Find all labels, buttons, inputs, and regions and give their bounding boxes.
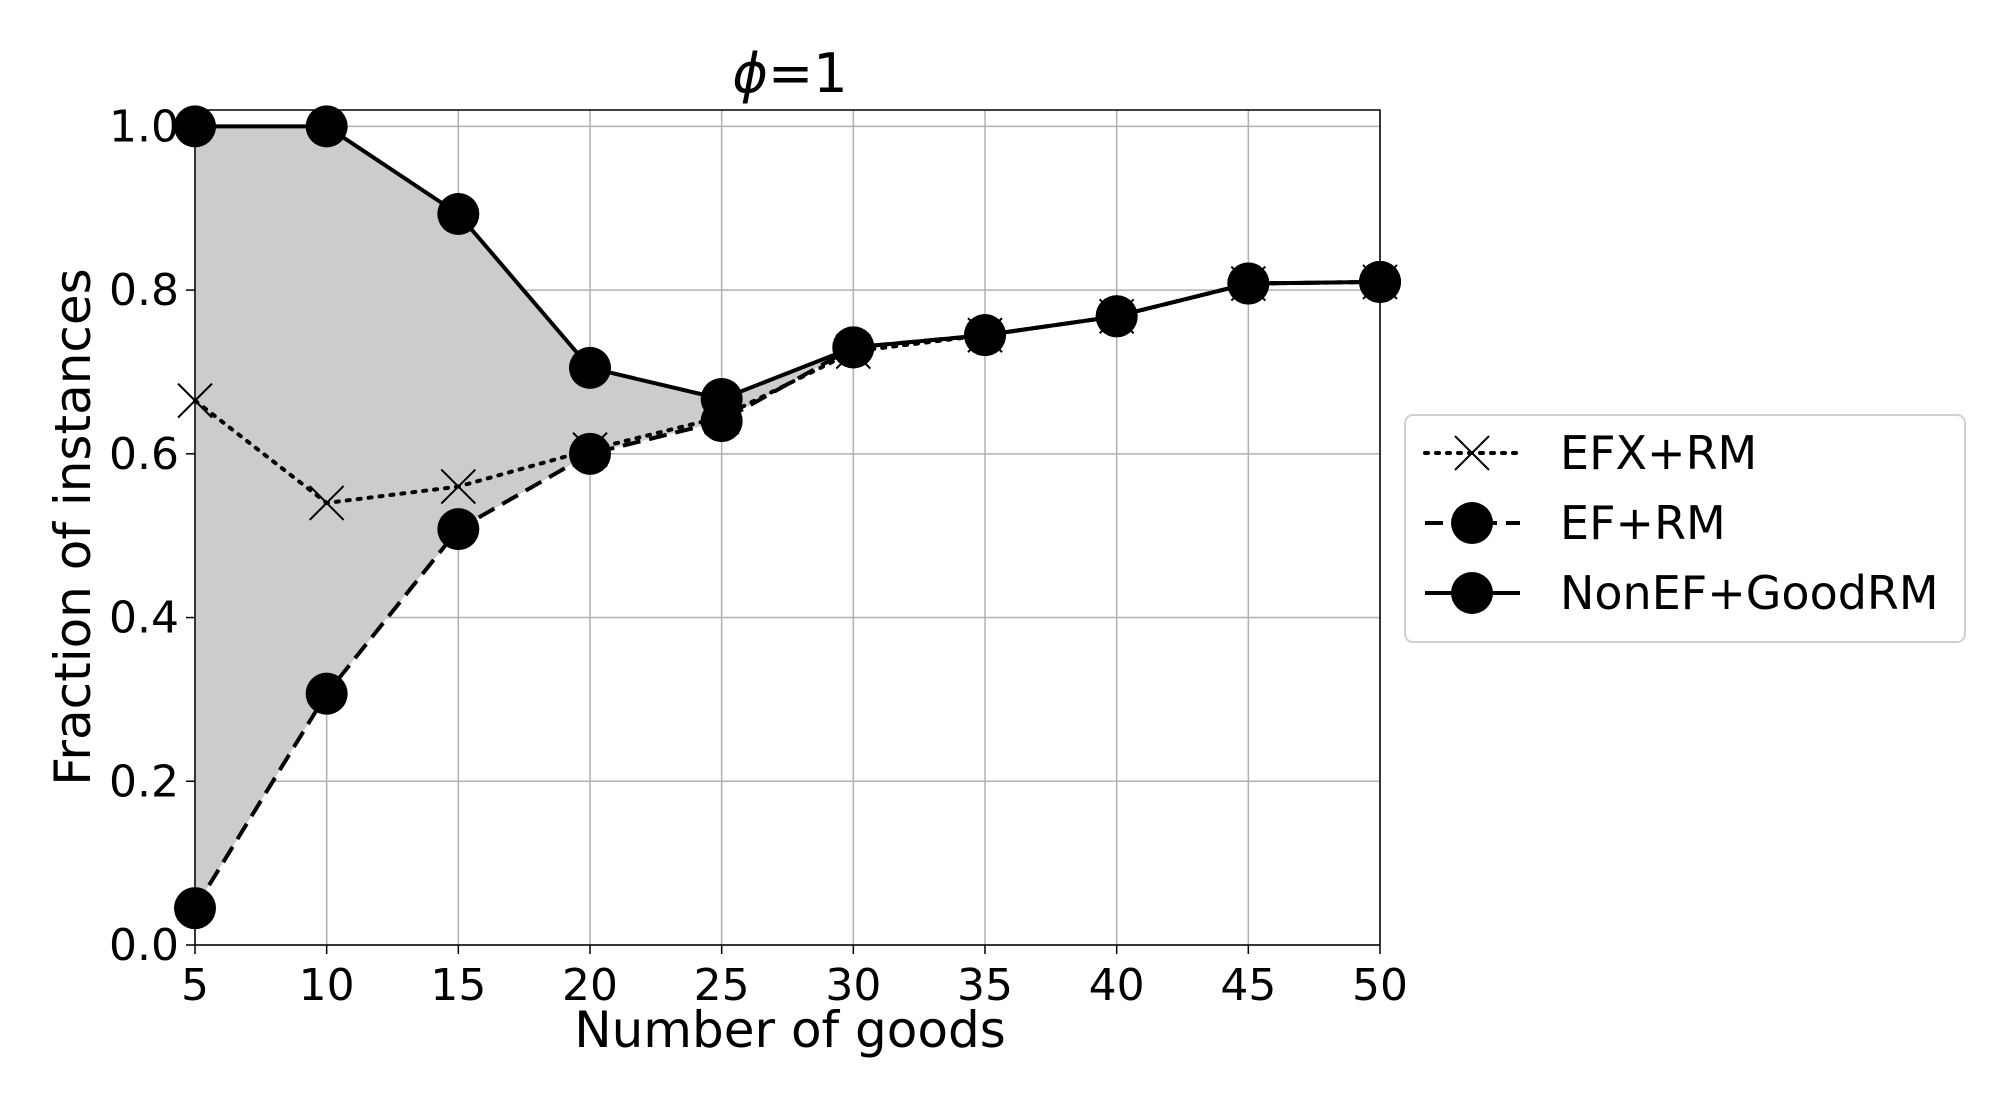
title-symbol: ϕ [732, 42, 768, 105]
y-tick-label: 0.2 [109, 756, 179, 807]
marker-nonef-goodrm [1095, 295, 1138, 338]
legend-label: EF+RM [1560, 496, 1726, 550]
marker-ef-rm [305, 672, 348, 715]
y-tick-label: 0.8 [109, 265, 179, 316]
plot-frame [194, 109, 1381, 946]
x-tick-label: 20 [562, 960, 618, 1011]
marker-efx-rm [308, 485, 345, 521]
y-tick-label: 0.4 [109, 593, 179, 644]
x-tick-label: 25 [694, 960, 750, 1011]
legend-label: EFX+RM [1560, 426, 1757, 480]
shaded-region [195, 126, 1380, 909]
x-tick-label: 45 [1220, 960, 1276, 1011]
marker-ef-rm [569, 432, 611, 475]
legend-marker [1451, 572, 1493, 614]
legend-label: NonEF+GoodRM [1560, 566, 1939, 620]
y-tick-label: 0.6 [109, 429, 179, 480]
legend-marker [1451, 502, 1493, 544]
marker-nonef-goodrm [437, 192, 480, 235]
x-axis-title: Number of goods [574, 1001, 1006, 1059]
x-tick-label: 40 [1089, 960, 1145, 1011]
tick-labels: 5 10 15 20 25 30 35 40 45 50 0.0 0.2 0.4 0.6 0.8 1.0 [109, 101, 1408, 1011]
legend-item-ef-rm: EF+RM [1425, 496, 1726, 550]
x-tick-label: 5 [181, 960, 209, 1011]
x-tick-label: 35 [957, 960, 1013, 1011]
legend: EFX+RM EF+RM NonEF+GoodRM [1404, 414, 1966, 643]
series-line-ef-rm [193, 279, 1381, 910]
marker-efx-rm [440, 468, 477, 505]
series-lines [193, 124, 1382, 910]
legend-item-efx-rm: EFX+RM [1423, 426, 1757, 480]
marker-nonef-goodrm [964, 314, 1006, 357]
x-tick-label: 50 [1352, 960, 1408, 1011]
ticks [186, 125, 1381, 954]
marker-nonef-goodrm [700, 377, 743, 420]
y-tick-label: 0.0 [109, 920, 179, 971]
title-value: =1 [768, 42, 848, 105]
legend-item-nonef-goodrm: NonEF+GoodRM [1425, 566, 1939, 620]
chart-title: ϕ=1 [732, 42, 847, 105]
markers [174, 105, 1401, 930]
x-tick-label: 15 [430, 960, 486, 1011]
marker-nonef-goodrm [305, 105, 348, 148]
x-tick-label: 30 [825, 960, 881, 1011]
x-tick-label: 10 [299, 960, 355, 1011]
marker-nonef-goodrm [832, 326, 875, 369]
legend-marker [1454, 435, 1490, 471]
marker-nonef-goodrm [1227, 262, 1270, 305]
y-tick-label: 1.0 [109, 101, 179, 152]
marker-ef-rm [437, 508, 480, 551]
series-line-efx-rm [193, 279, 1382, 506]
marker-nonef-goodrm [569, 346, 611, 389]
y-axis-title: Fraction of instances [44, 268, 102, 785]
series-line-nonef-goodrm [195, 124, 1381, 402]
legend-items: EFX+RM EF+RM NonEF+GoodRM [1423, 426, 1939, 620]
legend-frame [1404, 414, 1966, 643]
